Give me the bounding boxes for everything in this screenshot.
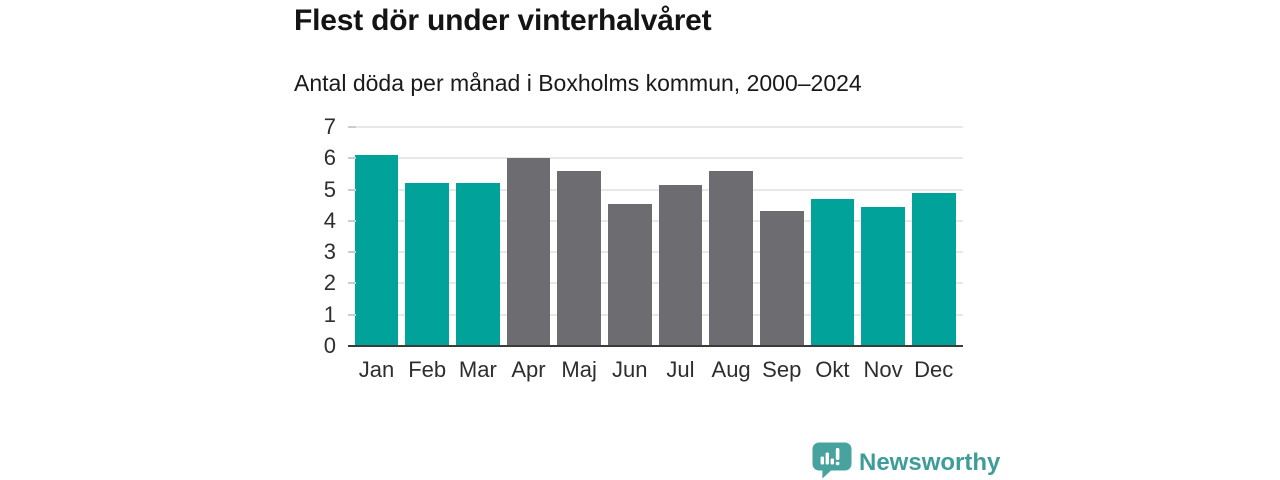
x-axis-tick-label: Jan (358, 357, 395, 382)
bar-mar (456, 183, 500, 346)
bar-sep (759, 211, 804, 346)
y-axis-tick (348, 126, 356, 128)
y-axis-tick-label: 1 (323, 301, 336, 327)
x-axis-tick-label: Jun (612, 357, 648, 382)
y-axis-tick-label: 3 (323, 239, 336, 265)
x-axis-tick-label: Mar (458, 357, 497, 382)
grid-line (348, 126, 963, 128)
x-axis-tick-label: Maj (561, 357, 597, 382)
y-axis-tick-label: 4 (323, 207, 336, 233)
bar-jan (354, 155, 399, 346)
x-axis-tick-label: Sep (762, 357, 802, 382)
chart-title: Flest dör under vinterhalvåret (294, 4, 712, 37)
bar-apr (506, 158, 551, 346)
x-axis-line (348, 344, 963, 347)
x-axis-tick-label: Okt (815, 357, 850, 382)
newsworthy-wordmark: Newsworthy (859, 449, 1001, 476)
y-axis-labels: 0 1 2 3 4 5 6 7 (286, 114, 336, 358)
grid-line (348, 313, 963, 316)
chart-subtitle: Antal döda per månad i Boxholms kommun, … (294, 70, 862, 96)
bar-nov (861, 206, 905, 346)
y-axis-tick-label: 5 (323, 176, 336, 202)
newsworthy-speech-bubble-bar-chart-icon (812, 442, 852, 480)
x-axis-tick-label: Dec (914, 357, 954, 382)
newsworthy-logo: Newsworthy (812, 442, 1000, 480)
y-axis-tick-label: 0 (323, 333, 336, 358)
grid-line (348, 251, 963, 254)
y-axis-tick (348, 282, 356, 285)
x-axis-tick-label: Feb (408, 357, 447, 382)
bar-dec (911, 192, 956, 346)
bar-jul (658, 184, 703, 346)
y-axis-tick (348, 188, 356, 191)
y-axis-tick (348, 219, 356, 222)
y-axis-tick (348, 313, 356, 316)
grid-line (348, 219, 963, 222)
x-axis-tick-label: Aug (711, 357, 751, 382)
bar-feb (405, 183, 450, 346)
bar-jun (607, 203, 652, 346)
bar-okt (810, 198, 855, 346)
x-axis-tick-label: Apr (511, 357, 546, 382)
grid-line (348, 157, 963, 160)
y-axis-tick-label: 6 (323, 145, 336, 171)
grid-line (348, 188, 963, 191)
x-axis-tick-label: Nov (863, 357, 903, 382)
y-axis-tick (348, 157, 356, 160)
y-axis-tick (348, 251, 356, 254)
bar-maj (557, 170, 601, 346)
bar-aug (709, 170, 753, 346)
y-axis-tick-label: 2 (323, 270, 336, 296)
y-axis-tick-label: 7 (323, 114, 336, 139)
x-axis-tick-label: Jul (666, 357, 695, 382)
plot-area (348, 126, 963, 347)
grid-line (348, 282, 963, 285)
x-axis-labels: Jan Feb Mar Apr Maj Jun Jul Aug Sep Okt Nov Dec (348, 356, 963, 386)
